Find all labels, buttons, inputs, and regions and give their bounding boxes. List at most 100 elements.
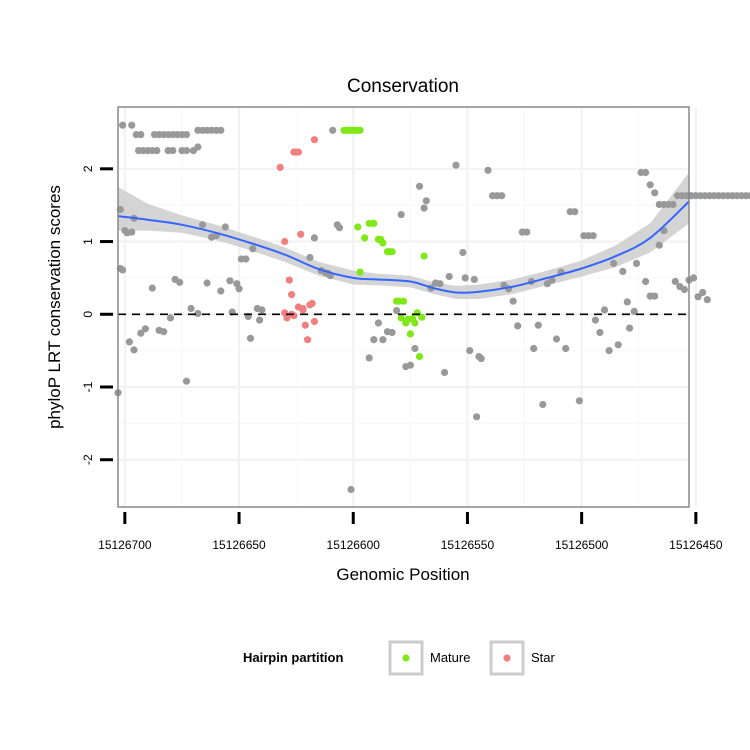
point-other [473,413,481,421]
point-other [198,221,207,229]
point-other [539,400,547,409]
point-other [610,259,618,267]
point-mature [411,319,419,327]
points-layer [114,121,750,494]
point-star [308,299,316,307]
point-other [534,321,542,329]
point-other [397,211,405,219]
point-other [176,278,184,286]
point-other [249,245,257,253]
point-other [256,316,264,324]
point-star [299,306,307,314]
point-other [571,208,579,216]
legend-label-star: Star [531,650,556,665]
point-other [514,322,522,330]
point-other [630,307,638,315]
point-other [187,304,195,313]
legend: Hairpin partition Mature Star [243,640,556,676]
point-star [288,291,296,299]
point-other [125,338,133,346]
point-other [623,298,631,306]
point-mature [420,252,428,260]
legend-dot-star [503,654,511,662]
point-other [509,297,517,305]
point-other [182,147,191,155]
point-other [128,121,136,129]
point-other [420,204,428,212]
confidence-ribbon-layer [118,172,689,299]
point-other [160,328,168,336]
y-tick-label: 1 [81,238,95,245]
point-mature [361,234,369,242]
smooth-line-layer [117,200,690,294]
point-star [276,163,284,171]
point-mature [399,297,408,305]
axes: 15126700 15126650 15126600 15126550 15126500… [81,165,723,552]
point-other [306,253,314,262]
point-other [226,277,234,285]
point-other [552,335,561,343]
point-star [310,317,318,326]
plot-panel [114,106,750,508]
point-other [452,161,460,169]
y-tick-label: 2 [81,165,95,172]
point-star [294,148,302,156]
x-tick-label: 15126600 [327,538,381,552]
point-other [690,274,698,282]
point-other [329,126,337,134]
point-other [235,285,243,293]
x-tick-label: 15126700 [98,538,152,552]
point-other [605,347,613,355]
point-other [642,168,650,177]
point-other [393,307,401,315]
confidence-ribbon [118,172,689,299]
point-other [600,306,609,314]
point-other [632,259,641,267]
point-other [651,292,659,300]
point-other [217,126,225,134]
point-other [374,319,382,327]
point-other [523,228,531,236]
point-other [119,121,127,129]
point-other [415,182,424,190]
point-other [596,328,604,337]
point-other [365,354,373,362]
point-other [498,192,506,200]
point-other [626,324,634,332]
point-other [242,255,250,263]
point-other [370,336,378,344]
point-other [548,276,556,284]
legend-entry-star: Star [489,640,556,676]
point-other [694,293,702,301]
point-other [119,266,127,274]
point-star [290,312,298,320]
point-other [310,234,318,242]
point-star [301,321,309,329]
x-tick-label: 15126500 [555,538,609,552]
legend-title: Hairpin partition [243,650,343,665]
point-mature [354,223,362,231]
plot-border [117,106,690,508]
point-mature [379,239,387,247]
point-other [680,285,689,294]
point-other [575,397,584,405]
point-other [194,143,202,151]
point-other [441,368,449,377]
y-tick-label: -1 [81,381,95,392]
point-other [655,241,663,249]
point-other [477,355,485,363]
point-other [388,328,396,337]
legend-entry-mature: Mature [388,640,470,676]
point-mature [356,126,364,134]
point-other [646,181,654,189]
point-other [246,334,255,342]
point-other [153,147,161,155]
point-mature [415,352,424,361]
point-mature [397,314,405,322]
point-other [411,344,419,353]
point-star [297,230,305,238]
legend-label-mature: Mature [430,650,470,665]
point-other [194,309,202,318]
y-axis-title: phyloP LRT conservation scores [45,185,64,429]
x-tick-label: 15126450 [669,538,723,552]
